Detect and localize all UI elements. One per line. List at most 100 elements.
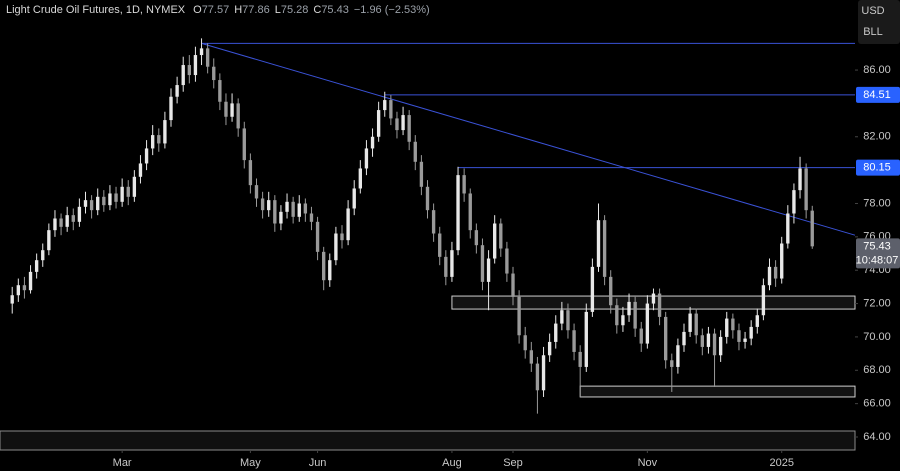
candle-body [22, 285, 27, 291]
candle-body [169, 96, 173, 121]
candle-body [224, 101, 228, 117]
candle-body [187, 65, 192, 76]
candle-body [334, 233, 338, 261]
zone [579, 385, 856, 398]
last-price-label: 75.43 [863, 240, 891, 252]
x-tick-label: Mar [113, 457, 132, 469]
candle-body [541, 355, 546, 391]
candle-body [773, 266, 778, 279]
candle-body [89, 200, 94, 211]
candle-body [419, 161, 424, 187]
candle-body [578, 351, 582, 367]
plot-area [10, 38, 856, 414]
level-price-box [856, 159, 900, 176]
candle-body [670, 360, 674, 367]
candle-body [450, 250, 454, 277]
candle-body [651, 293, 656, 304]
candle-body [321, 251, 326, 281]
candle-body [633, 301, 637, 329]
ohlc-label: H [234, 4, 242, 16]
session-band [0, 430, 856, 451]
y-tick-label: 72.00 [863, 297, 891, 309]
candle-body [175, 85, 179, 97]
candle-body [560, 310, 564, 324]
candle-body [609, 276, 613, 306]
candle-body [34, 260, 39, 272]
candle-body [199, 48, 204, 56]
candle-body [248, 160, 253, 186]
candle-body [547, 341, 552, 356]
candle-body [315, 221, 320, 252]
candle-body [572, 330, 576, 352]
candle-body [65, 215, 69, 227]
countdown: 10:48:07 [856, 254, 899, 266]
candle-body [438, 233, 442, 257]
candle-body [743, 338, 747, 342]
ohlc-value: 77.86 [242, 4, 270, 16]
candle-body [511, 273, 515, 297]
y-tick-label: 66.00 [863, 398, 891, 410]
candle-body [725, 318, 729, 337]
candle-body [462, 175, 466, 194]
candle-body [706, 333, 711, 347]
candle-body [401, 115, 405, 131]
x-tick-label: 2025 [769, 457, 793, 469]
candle-body [480, 245, 485, 282]
candle-body [150, 135, 155, 149]
candle-body [108, 193, 112, 206]
candle-body [47, 230, 51, 251]
candle-body [205, 48, 210, 67]
candle-body [10, 295, 14, 304]
ohlc-label: C [313, 4, 321, 16]
candle-body [523, 335, 527, 351]
candle-body [303, 203, 308, 214]
candle-body [309, 213, 314, 222]
y-tick-label: 70.00 [863, 331, 891, 343]
candle-body [444, 256, 448, 277]
candle-body [718, 336, 723, 356]
candle-body [804, 168, 808, 211]
candle-body [389, 100, 393, 119]
candle-body [364, 148, 369, 169]
candle-body [352, 188, 356, 209]
x-tick-label: Jun [309, 457, 327, 469]
candle-body [425, 186, 430, 211]
candle-body [712, 333, 717, 356]
ohlc-value: 75.28 [281, 4, 309, 16]
candle-body [96, 196, 100, 211]
candle-body [786, 213, 790, 244]
candle-body [297, 203, 301, 217]
candle-body [28, 271, 33, 291]
candle-body [780, 243, 784, 279]
level-price-label: 80.15 [863, 162, 891, 174]
y-tick-label: 86.00 [863, 64, 891, 76]
level-price-label: 84.51 [863, 89, 891, 101]
candle-body [370, 136, 375, 149]
candle-body [639, 328, 643, 344]
candle-body [102, 196, 106, 206]
currency-usd[interactable]: USD [861, 5, 884, 17]
candle-body [499, 223, 503, 249]
candle-body [254, 185, 259, 199]
candle-body [346, 208, 350, 241]
candle-body [492, 223, 497, 259]
candle-body [230, 103, 234, 117]
candle-body [529, 350, 534, 364]
x-tick-label: Nov [638, 457, 658, 469]
candle-body [486, 258, 491, 282]
candle-body [676, 345, 680, 367]
candle-body [181, 65, 185, 86]
candle-body [761, 285, 766, 316]
candle-body [157, 135, 161, 144]
candle-body [126, 186, 130, 197]
candle-body [120, 186, 124, 202]
header: Light Crude Oil Futures, 1D, NYMEX O77.57… [6, 4, 430, 16]
candle-body [212, 66, 216, 81]
currency-bll[interactable]: BLL [863, 26, 883, 38]
candle-body [663, 316, 668, 361]
candle-body [328, 260, 332, 281]
candle-body [138, 163, 143, 177]
ohlc-value: 77.57 [202, 4, 230, 16]
candle-body [358, 168, 363, 189]
candle-body [657, 293, 662, 317]
